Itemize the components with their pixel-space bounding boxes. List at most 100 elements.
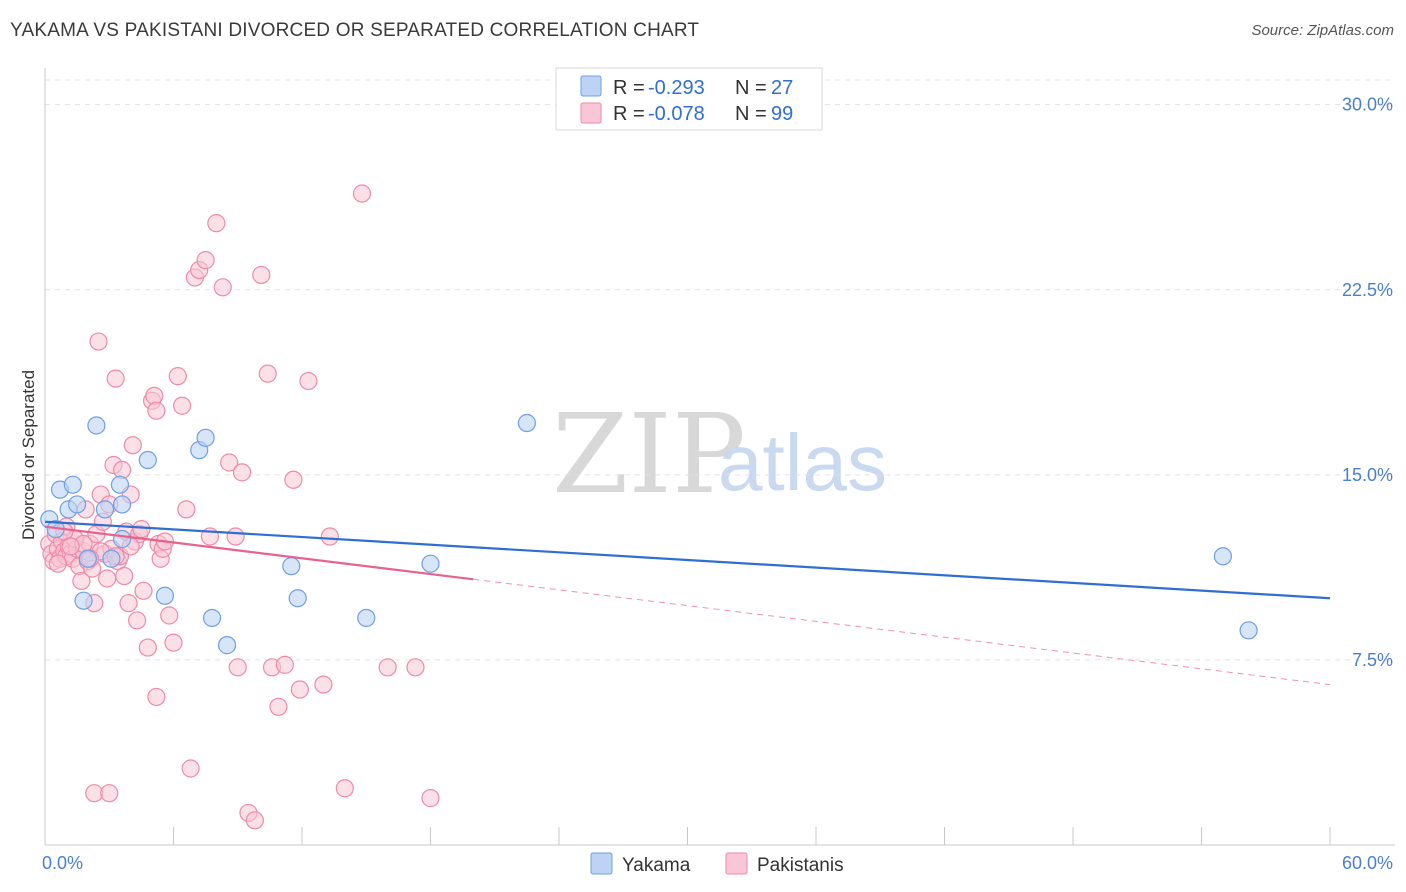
bottom-legend-label-yakama: Yakama bbox=[622, 855, 691, 876]
point-pakistanis bbox=[61, 537, 80, 556]
point-yakama bbox=[282, 557, 301, 576]
point-pakistanis bbox=[352, 184, 372, 203]
point-pakistanis bbox=[196, 251, 215, 270]
source-label: Source: ZipAtlas.com bbox=[1251, 22, 1394, 39]
trend-line-yakama bbox=[44, 520, 1331, 600]
chart-title: YAKAMA VS PAKISTANI DIVORCED OR SEPARATE… bbox=[10, 20, 700, 41]
point-yakama bbox=[110, 475, 130, 494]
trend-line-pakistanis bbox=[44, 525, 474, 581]
point-pakistanis bbox=[98, 569, 117, 588]
point-pakistanis bbox=[269, 697, 288, 716]
point-yakama bbox=[112, 495, 132, 514]
point-yakama bbox=[68, 495, 87, 514]
point-yakama bbox=[217, 636, 237, 655]
point-yakama bbox=[202, 608, 222, 628]
legend-n-value-yakama: 27 bbox=[771, 77, 793, 99]
legend-r-value-yakama: -0.293 bbox=[648, 77, 705, 99]
point-pakistanis bbox=[132, 520, 151, 539]
point-pakistanis bbox=[147, 687, 166, 707]
y-axis-label: Divorced or Separated bbox=[19, 370, 38, 540]
point-yakama bbox=[1239, 621, 1258, 640]
bottom-legend-swatch-pakistanis bbox=[725, 852, 748, 875]
point-pakistanis bbox=[127, 611, 147, 630]
y-tick-label: 22.5% bbox=[1342, 280, 1393, 300]
point-pakistanis bbox=[48, 554, 67, 573]
point-yakama bbox=[138, 450, 157, 470]
legend-swatch-pakistanis bbox=[580, 102, 602, 124]
point-pakistanis bbox=[145, 386, 164, 405]
point-pakistanis bbox=[89, 332, 108, 351]
point-pakistanis bbox=[106, 369, 125, 388]
point-yakama bbox=[95, 500, 115, 519]
point-pakistanis bbox=[245, 811, 264, 830]
point-pakistanis bbox=[172, 396, 192, 415]
point-pakistanis bbox=[284, 470, 303, 489]
bottom-legend-label-pakistanis: Pakistanis bbox=[757, 855, 844, 876]
axes bbox=[44, 68, 1395, 846]
point-yakama bbox=[288, 589, 307, 608]
point-yakama bbox=[155, 586, 175, 605]
point-pakistanis bbox=[138, 638, 157, 657]
point-pakistanis bbox=[258, 364, 277, 383]
watermark-zip: ZIP bbox=[552, 390, 746, 518]
point-pakistanis bbox=[134, 581, 153, 600]
point-yakama bbox=[517, 413, 536, 433]
bottom-legend: Yakama Pakistanis bbox=[590, 852, 844, 876]
point-pakistanis bbox=[314, 675, 333, 694]
point-pakistanis bbox=[275, 655, 294, 674]
point-pakistanis bbox=[147, 401, 166, 420]
legend-box: R = -0.293 N = 27 R = -0.078 N = 99 bbox=[555, 67, 823, 131]
point-pakistanis bbox=[378, 658, 397, 677]
point-pakistanis bbox=[290, 680, 309, 699]
point-pakistanis bbox=[228, 658, 247, 677]
legend-n-label-1: N = bbox=[735, 77, 767, 99]
point-yakama bbox=[112, 529, 132, 549]
point-pakistanis bbox=[220, 453, 239, 472]
y-tick-labels: 7.5% 15.0% 22.5% 30.0% bbox=[1342, 95, 1393, 670]
point-pakistanis bbox=[123, 436, 142, 455]
point-pakistanis bbox=[421, 789, 440, 808]
point-yakama bbox=[196, 428, 215, 447]
gridlines bbox=[45, 79, 1395, 661]
x-tick-labels: 0.0% 60.0% bbox=[42, 853, 1393, 873]
point-pakistanis bbox=[207, 214, 226, 233]
point-pakistanis bbox=[100, 784, 119, 803]
trend-lines bbox=[44, 520, 1331, 686]
point-yakama bbox=[78, 549, 97, 568]
point-pakistanis bbox=[119, 594, 138, 613]
point-pakistanis bbox=[164, 633, 183, 652]
point-pakistanis bbox=[232, 463, 252, 482]
point-pakistanis bbox=[177, 500, 196, 519]
legend-swatch-yakama bbox=[580, 75, 602, 97]
point-yakama bbox=[74, 591, 93, 610]
y-tick-label: 15.0% bbox=[1342, 465, 1393, 485]
point-pakistanis bbox=[160, 606, 179, 625]
point-yakama bbox=[1213, 547, 1233, 566]
point-pakistanis bbox=[226, 527, 245, 546]
point-pakistanis bbox=[115, 566, 134, 586]
point-pakistanis bbox=[406, 658, 425, 677]
series-yakama-points bbox=[40, 413, 1258, 655]
point-pakistanis bbox=[168, 367, 187, 386]
legend-n-label-2: N = bbox=[735, 103, 767, 125]
point-pakistanis bbox=[213, 278, 232, 297]
x-tick-label: 0.0% bbox=[42, 853, 83, 873]
legend-n-value-pakistanis: 99 bbox=[771, 103, 793, 125]
point-yakama bbox=[63, 475, 82, 494]
trend-line-pakistanis-extrapolated bbox=[473, 578, 1331, 686]
point-pakistanis bbox=[181, 759, 200, 778]
legend-r-value-pakistanis: -0.078 bbox=[648, 103, 705, 125]
point-yakama bbox=[357, 608, 376, 628]
point-pakistanis bbox=[252, 265, 271, 285]
y-tick-label: 7.5% bbox=[1352, 650, 1393, 670]
bottom-legend-swatch-yakama bbox=[590, 852, 613, 875]
y-tick-label: 30.0% bbox=[1342, 95, 1393, 115]
point-pakistanis bbox=[299, 371, 318, 391]
point-yakama bbox=[421, 554, 440, 573]
point-pakistanis bbox=[112, 460, 132, 480]
point-yakama bbox=[102, 549, 121, 568]
point-yakama bbox=[87, 416, 106, 435]
watermark-atlas: atlas bbox=[718, 418, 887, 507]
point-pakistanis bbox=[335, 779, 354, 798]
